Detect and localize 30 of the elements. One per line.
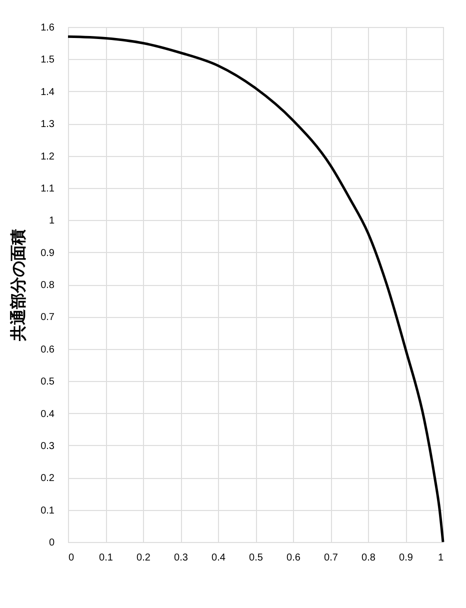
y-tick-label: 0.1 xyxy=(40,505,55,516)
y-tick-label: 0.9 xyxy=(40,248,55,259)
line-series xyxy=(66,35,444,544)
x-tick-label: 0.9 xyxy=(399,552,414,564)
x-tick-label: 1 xyxy=(438,552,444,564)
y-tick-label: 0.2 xyxy=(40,473,55,484)
y-tick-label: 1.6 xyxy=(40,22,55,34)
y-tick-label: 1.2 xyxy=(40,151,55,162)
x-tick-label: 0.4 xyxy=(212,552,226,564)
y-tick-label: 0.7 xyxy=(40,312,55,324)
x-tick-label: 0.6 xyxy=(286,552,301,564)
y-tick-label: 0 xyxy=(48,538,55,548)
x-tick-label: 0.1 xyxy=(99,552,114,564)
x-tick-label: 0.5 xyxy=(249,552,264,564)
y-tick-label: 0.6 xyxy=(40,344,55,356)
y-tick-label: 1.3 xyxy=(40,119,55,130)
x-tick-label: 0.2 xyxy=(136,552,151,564)
y-tick-label: 0.8 xyxy=(40,280,55,291)
y-axis-title: 共通部分の面積 xyxy=(10,229,28,342)
y-tick-label: 1.4 xyxy=(40,86,55,98)
y-tick-label: 1.1 xyxy=(40,183,55,194)
y-tick-label: 1 xyxy=(48,216,55,227)
y-tick-label: 0.5 xyxy=(40,376,55,388)
x-tick-label: 0.3 xyxy=(174,552,188,564)
y-tick-label: 1.5 xyxy=(40,54,55,66)
x-tick-label: 0.8 xyxy=(362,552,376,564)
x-tick-label: 0 xyxy=(68,552,74,564)
x-tick-label: 0.7 xyxy=(324,552,338,564)
y-tick-label: 0.4 xyxy=(40,408,55,420)
y-tick-label: 0.3 xyxy=(40,440,55,452)
